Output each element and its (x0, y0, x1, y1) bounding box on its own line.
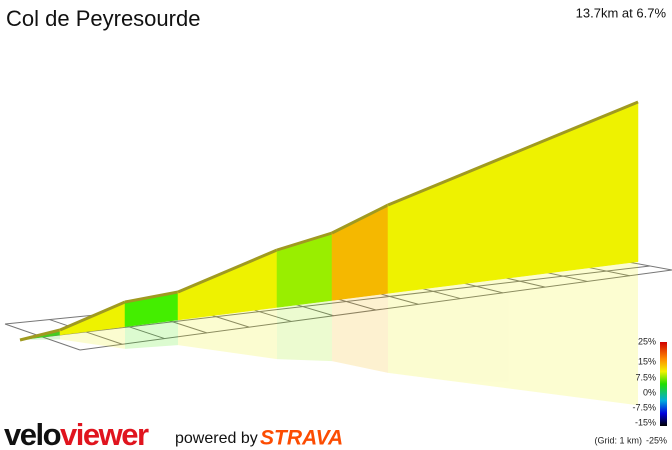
grid-line (583, 265, 630, 277)
legend: 25% 15% 7.5% 0% -7.5% -15% -25% (Grid: 1… (594, 336, 667, 445)
segment-edge (59, 300, 126, 332)
logo-part: viewer (60, 417, 149, 450)
powered-by: powered by (175, 430, 258, 447)
segment-edge (387, 100, 639, 207)
legend-label: -7.5% (632, 402, 656, 412)
brand: STRAVA (260, 427, 343, 450)
segment-edge (331, 203, 389, 235)
segment (276, 232, 333, 308)
grid-note: (Grid: 1 km) (594, 435, 642, 445)
reflection (20, 261, 638, 406)
segment-reflection (388, 261, 638, 406)
legend-label: 0% (643, 387, 656, 397)
segment-edge (124, 290, 179, 304)
logo: veloviewer (4, 417, 149, 450)
legend-label: 25% (638, 336, 656, 346)
title: Col de Peyresourde (6, 6, 200, 31)
profile (19, 100, 639, 342)
segment-reflection (178, 307, 277, 360)
legend-label: -25% (646, 435, 667, 445)
segment (387, 101, 639, 294)
grid-line (49, 319, 123, 345)
legend-label: 15% (638, 356, 656, 366)
legend-bar (660, 342, 667, 426)
segment-edge (177, 248, 278, 294)
segment-reflection (60, 326, 125, 349)
summary: 13.7km at 6.7% (576, 5, 667, 20)
segment-edge (276, 231, 333, 252)
segment-edge (19, 328, 61, 342)
segment-reflection (125, 319, 178, 349)
segment-reflection (277, 300, 332, 362)
logo-part: velo (4, 417, 61, 450)
legend-label: 7.5% (635, 372, 656, 382)
segment-reflection (332, 293, 388, 373)
grid-line (627, 261, 672, 271)
legend-label: -15% (635, 417, 656, 427)
